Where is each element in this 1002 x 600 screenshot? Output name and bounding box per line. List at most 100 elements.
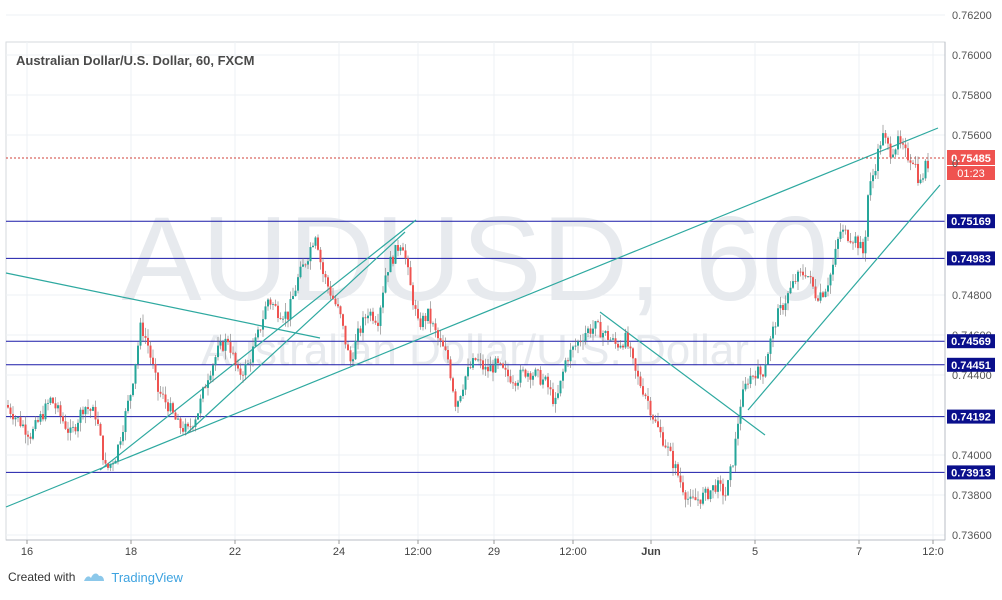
candle-up: [464, 376, 467, 390]
candle-up: [602, 333, 604, 338]
y-tick-label: 0.73800: [952, 490, 992, 502]
candle-up: [124, 411, 127, 433]
candle-up: [577, 341, 579, 346]
candle-down: [469, 367, 472, 368]
candle-up: [382, 292, 384, 308]
candle-up: [207, 380, 209, 388]
candle-down: [647, 396, 649, 401]
candle-down: [232, 352, 234, 354]
candle-down: [322, 262, 324, 275]
candle-down: [759, 366, 762, 375]
countdown-label: 01:23: [957, 168, 985, 180]
candle-down: [397, 245, 399, 251]
candle-up: [704, 488, 707, 493]
candle-down: [862, 241, 864, 254]
candle-down: [339, 306, 342, 315]
candle-down: [304, 264, 307, 266]
candle-down: [227, 338, 229, 343]
candle-down: [64, 421, 67, 429]
candle-up: [897, 136, 899, 150]
candle-down: [814, 286, 817, 299]
candle-down: [337, 304, 339, 307]
candle-down: [164, 394, 167, 403]
candle-up: [702, 492, 704, 504]
candle-down: [429, 308, 432, 324]
candle-up: [624, 332, 627, 348]
candle-down: [187, 423, 189, 427]
y-tick-label: 0.75600: [952, 130, 992, 142]
candle-down: [799, 271, 802, 273]
candle-up: [387, 272, 389, 276]
x-tick-label: 29: [488, 546, 500, 558]
candle-layer: [7, 124, 929, 509]
candle-up: [687, 498, 689, 500]
level-price-tag: [947, 357, 995, 372]
candle-down: [452, 378, 454, 392]
candle-down: [332, 295, 334, 299]
candle-up: [742, 389, 744, 407]
candle-down: [104, 460, 107, 464]
candle-up: [127, 400, 129, 412]
x-tick-label: 22: [229, 546, 241, 558]
candle-down: [434, 323, 437, 331]
candle-up: [882, 133, 884, 146]
candle-down: [402, 247, 404, 251]
candle-down: [319, 249, 322, 263]
candle-down: [679, 475, 682, 483]
candle-up: [574, 345, 577, 347]
candle-down: [927, 160, 929, 169]
candle-down: [822, 292, 824, 297]
candle-down: [417, 308, 419, 319]
candle-down: [512, 382, 514, 384]
candle-down: [537, 369, 539, 371]
candle-down: [444, 346, 447, 350]
candle-down: [82, 409, 84, 415]
watermark-layer: AUDUSD, 60 Australian Dollar/U.S. Dollar: [122, 192, 829, 375]
candle-up: [459, 396, 462, 402]
x-tick-label: 24: [333, 546, 345, 558]
candle-down: [914, 163, 917, 165]
candle-up: [134, 364, 137, 384]
candle-up: [399, 247, 402, 251]
candle-down: [392, 256, 394, 264]
candle-down: [817, 298, 819, 301]
candle-up: [832, 264, 834, 275]
candle-down: [909, 160, 912, 163]
candle-down: [404, 250, 407, 259]
y-tick-label: 0.74800: [952, 290, 992, 302]
candle-down: [524, 369, 527, 377]
candle-down: [37, 420, 39, 422]
candle-up: [769, 338, 772, 354]
trendline: [747, 184, 941, 411]
candle-up: [294, 290, 297, 297]
candle-up: [117, 444, 119, 461]
candle-down: [642, 386, 644, 395]
candle-down: [229, 342, 232, 353]
candle-down: [917, 163, 919, 184]
candle-down: [239, 368, 242, 375]
candle-down: [222, 341, 224, 351]
tradingview-logo-icon[interactable]: [83, 570, 105, 584]
candle-up: [582, 340, 584, 342]
candle-down: [269, 299, 272, 305]
candle-up: [797, 271, 799, 282]
candle-down: [334, 298, 337, 305]
candle-up: [302, 264, 304, 267]
candle-up: [727, 480, 729, 496]
trendline: [184, 231, 406, 436]
tradingview-link[interactable]: TradingView: [111, 569, 183, 585]
candle-up: [867, 195, 869, 237]
candle-up: [827, 285, 829, 292]
candle-down: [514, 382, 517, 386]
current-price-tag: [947, 150, 995, 165]
candle-up: [69, 427, 72, 433]
candle-up: [777, 308, 779, 327]
candle-down: [809, 276, 812, 278]
candle-up: [72, 426, 74, 428]
candle-up: [112, 463, 114, 465]
candle-down: [317, 237, 319, 250]
candle-down: [884, 133, 887, 138]
candle-up: [22, 424, 24, 427]
